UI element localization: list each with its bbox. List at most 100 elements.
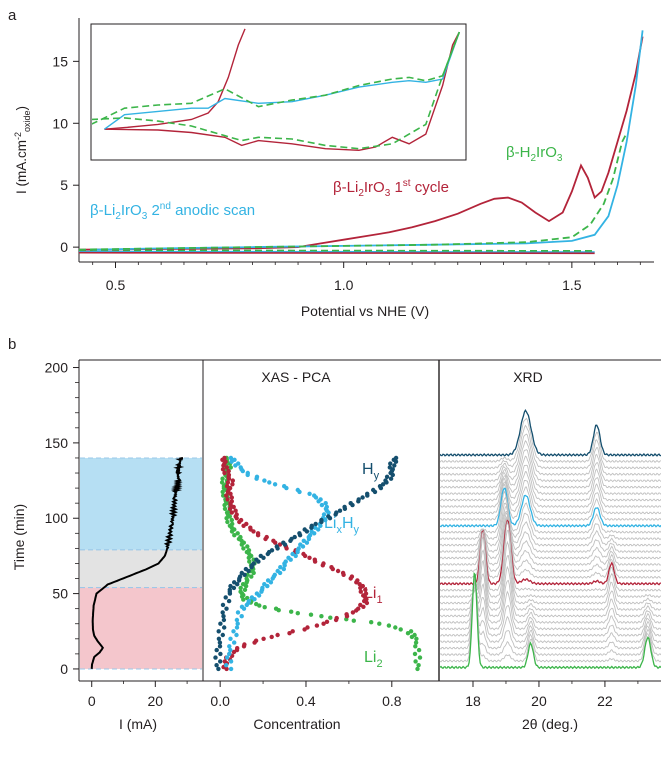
pca-point: [380, 482, 386, 487]
li2-1st-part-1: β-Li: [333, 179, 358, 196]
panel-a-return-green: [78, 249, 595, 252]
xrd-pattern: [440, 505, 661, 554]
xrd-pattern: [440, 519, 661, 586]
pca-point: [312, 493, 317, 498]
xrd-pattern: [440, 502, 661, 547]
pca-point: [243, 566, 249, 572]
pca-point: [222, 470, 227, 476]
pca-point: [271, 538, 276, 543]
panel-b-ylabel: Time (min): [11, 504, 27, 570]
pca-point: [235, 610, 241, 615]
xrd-pattern: [440, 515, 661, 573]
label-h2iro3: β-H2IrO3: [506, 144, 563, 164]
panel-a-x-ticks: 0.5 1.0 1.5: [92, 262, 641, 293]
pca-point: [290, 629, 295, 634]
time-tick-label: 50: [52, 586, 68, 602]
pca-point: [224, 655, 230, 660]
panel-a-ylabel: I (mA.cm-2oxide): [13, 106, 32, 194]
pca-xlabel: Concentration: [253, 716, 340, 732]
pca-point: [222, 625, 227, 630]
pca-point: [254, 474, 260, 479]
hy-part-2: y: [374, 470, 380, 482]
inset-cyan: [103, 31, 460, 130]
pca-point: [220, 602, 226, 608]
pca-point: [289, 536, 294, 542]
pca-label-hy: Hy: [362, 461, 380, 482]
pca-point: [218, 659, 223, 664]
pca-point: [388, 461, 393, 466]
pca-point: [334, 510, 339, 515]
panel-a-inset: [92, 28, 461, 152]
pca-point: [305, 625, 310, 630]
pca-point: [356, 606, 361, 611]
pca-point: [363, 591, 369, 596]
pca-point: [219, 480, 225, 485]
xrd-x-ticks: 18 20 22: [465, 681, 639, 709]
xrd-pattern: [440, 464, 661, 502]
hy-part-1: H: [362, 461, 374, 478]
pca-point: [224, 606, 229, 611]
pca-point: [216, 666, 221, 672]
pca-point: [264, 534, 269, 540]
pca-point: [248, 525, 253, 530]
pca-point: [286, 555, 291, 560]
xrd-pattern: [440, 510, 661, 560]
xrd-xtick-label: 18: [465, 693, 481, 709]
pca-point: [235, 646, 240, 651]
pca-point: [226, 598, 232, 604]
li2-1st-part-6: st: [403, 178, 411, 189]
pca-point: [287, 631, 292, 636]
lixhy-part-3: H: [342, 515, 354, 532]
pca-point: [247, 559, 252, 564]
pca-point: [244, 521, 249, 527]
pca-point: [237, 574, 243, 579]
pca-point: [222, 659, 227, 664]
pca-point: [383, 478, 388, 483]
li2-2nd-part-6: nd: [160, 201, 171, 212]
xrd-pattern: [440, 540, 661, 605]
xrd-pattern: [440, 433, 661, 476]
pca-point: [244, 576, 249, 581]
pca-point: [223, 459, 228, 464]
xrd-pattern: [440, 455, 661, 496]
pca-point: [260, 585, 265, 591]
pca-point: [329, 565, 334, 570]
xrd-pattern: [440, 511, 661, 566]
xrd-pattern: [440, 517, 661, 579]
pca-label-lixhy: LixHy: [324, 515, 360, 536]
pca-point: [229, 517, 234, 523]
pca-point: [416, 663, 421, 668]
pca-point: [319, 517, 324, 523]
pca-point: [220, 610, 225, 615]
pca-point: [258, 553, 263, 559]
pca-point: [408, 629, 414, 634]
lixhy-part-2: x: [336, 524, 342, 536]
pca-point: [229, 495, 234, 500]
pca-point: [413, 644, 418, 649]
panel-a-series-green: [78, 132, 628, 251]
pca-xtick-label: 0.0: [210, 693, 230, 709]
pca-point: [217, 640, 223, 645]
pca-point: [398, 627, 403, 632]
pca-point: [238, 589, 243, 594]
pca-point: [234, 632, 239, 638]
pca-label-li1: Li1: [364, 585, 383, 606]
current-xtick-label: 0: [88, 693, 96, 709]
xrd-pattern: [440, 424, 661, 470]
pca-point: [220, 467, 226, 472]
pca-point: [348, 501, 353, 506]
li2-1st-part-3: IrO: [364, 179, 385, 196]
pca-point: [238, 534, 243, 540]
pca-point: [309, 523, 314, 528]
pca-point: [298, 542, 303, 547]
pca-x-ticks: 0.0 0.4 0.8: [210, 681, 402, 709]
li2-2nd-part-2: 2: [115, 211, 121, 222]
pca-point: [239, 570, 244, 576]
h2iro3-part-2: 2: [530, 153, 536, 164]
pca-point: [229, 510, 234, 515]
ylabel-part-1: I (mA.cm: [14, 140, 29, 194]
pca-series-cyan: [224, 455, 331, 672]
pca-point: [295, 611, 300, 616]
